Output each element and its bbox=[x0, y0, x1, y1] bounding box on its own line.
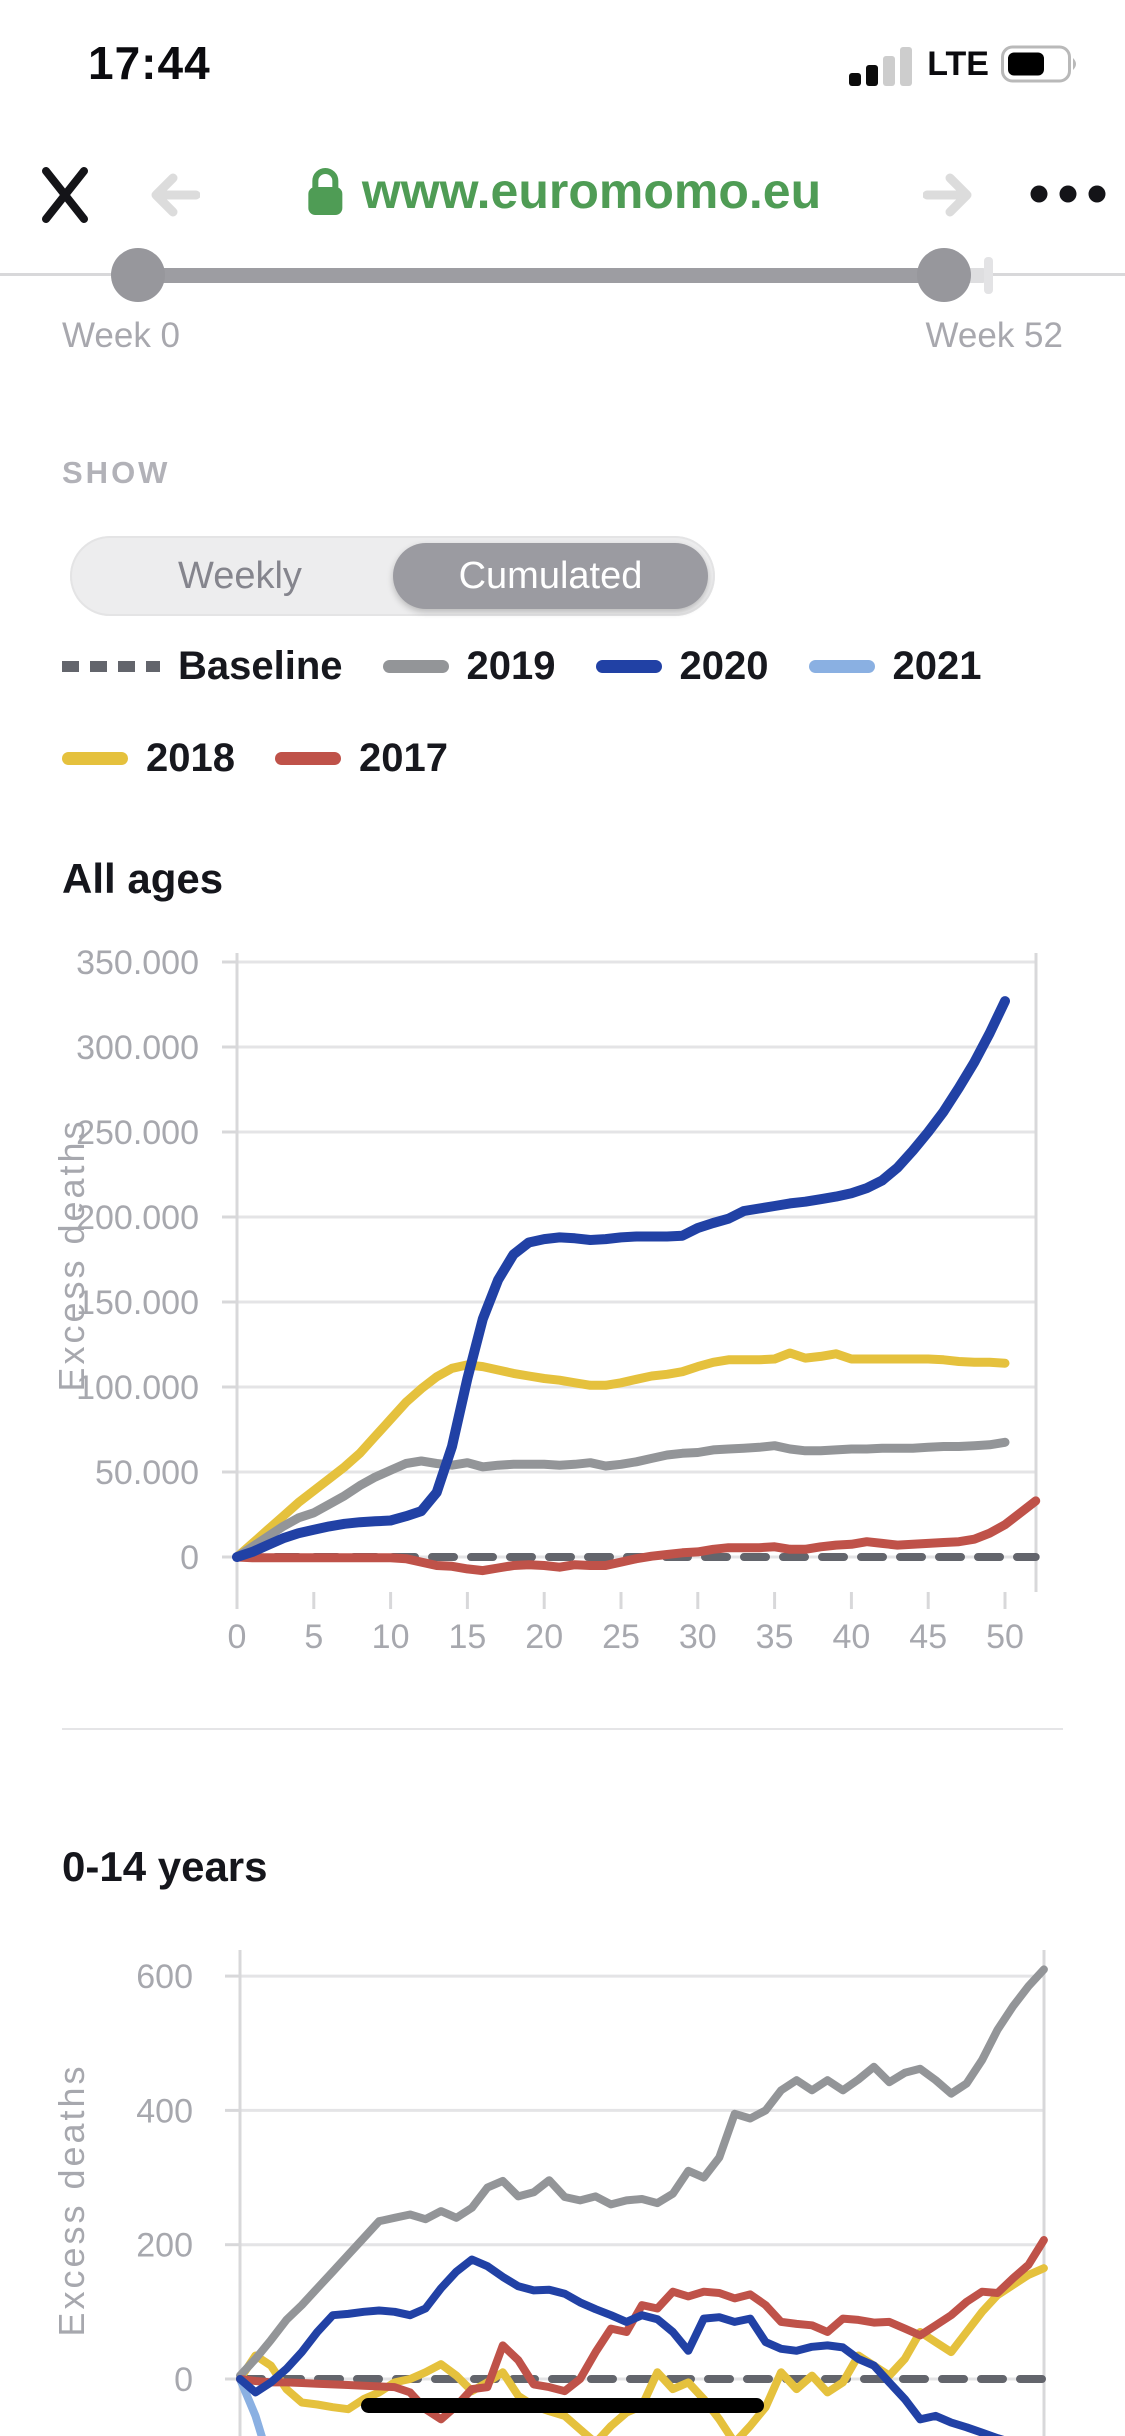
svg-text:25: 25 bbox=[602, 1618, 640, 1656]
back-button[interactable] bbox=[148, 170, 201, 225]
legend-row: Baseline 2019 2020 2021 bbox=[62, 641, 1067, 691]
lock-icon bbox=[307, 168, 342, 215]
battery-icon bbox=[1001, 45, 1076, 83]
slider-handle-start[interactable] bbox=[111, 248, 165, 302]
svg-text:5: 5 bbox=[304, 1618, 323, 1656]
toggle-option-weekly[interactable]: Weekly bbox=[178, 554, 302, 597]
close-button[interactable] bbox=[40, 166, 90, 229]
svg-text:15: 15 bbox=[448, 1618, 486, 1656]
legend-item-2017: 2017 bbox=[274, 735, 448, 781]
legend: Baseline 2019 2020 2021 2018 2017 bbox=[62, 641, 1067, 825]
legend-item-baseline: Baseline bbox=[62, 644, 343, 689]
slider-min-label: Week 0 bbox=[62, 316, 181, 355]
status-icons: LTE bbox=[849, 38, 1081, 90]
svg-text:30: 30 bbox=[679, 1618, 717, 1656]
legend-label: 2017 bbox=[358, 735, 448, 780]
chart-title-all-ages: All ages bbox=[62, 855, 224, 902]
svg-text:300.000: 300.000 bbox=[76, 1029, 199, 1067]
status-time: 17:44 bbox=[88, 37, 211, 89]
back-arrow-icon bbox=[151, 173, 201, 217]
forward-button[interactable] bbox=[922, 170, 975, 225]
signal-strength-icon bbox=[849, 47, 913, 86]
svg-text:600: 600 bbox=[136, 1958, 193, 1996]
svg-text:40: 40 bbox=[832, 1618, 870, 1656]
legend-label: 2019 bbox=[466, 643, 556, 688]
line-swatch bbox=[382, 659, 449, 673]
slider-handle-end[interactable] bbox=[917, 248, 971, 302]
svg-text:20: 20 bbox=[525, 1618, 563, 1656]
line-swatch bbox=[595, 659, 662, 673]
chart-0-14-years: 0 200 400 600 Excess deaths bbox=[51, 1950, 1048, 2436]
svg-text:10: 10 bbox=[372, 1618, 410, 1656]
svg-text:Excess deaths: Excess deaths bbox=[51, 1118, 92, 1391]
weekly-cumulated-toggle: Weekly Cumulated bbox=[70, 536, 715, 616]
svg-text:Excess deaths: Excess deaths bbox=[51, 2063, 92, 2336]
chart-title-0-14-years: 0-14 years bbox=[62, 1843, 268, 1890]
section-divider bbox=[62, 1728, 1063, 1730]
line-swatch bbox=[274, 751, 341, 765]
line-swatch bbox=[62, 751, 128, 765]
svg-text:50: 50 bbox=[986, 1618, 1024, 1656]
dashed-line-swatch bbox=[62, 660, 160, 672]
svg-text:50.000: 50.000 bbox=[95, 1454, 199, 1492]
svg-text:350.000: 350.000 bbox=[76, 944, 199, 982]
legend-label: 2021 bbox=[892, 643, 982, 688]
toggle-option-cumulated[interactable]: Cumulated bbox=[393, 543, 708, 609]
svg-text:0: 0 bbox=[174, 2361, 193, 2399]
network-type-label: LTE bbox=[927, 44, 989, 83]
more-menu-button[interactable] bbox=[1029, 184, 1107, 209]
line-swatch bbox=[808, 659, 875, 673]
legend-row: 2018 2017 bbox=[62, 733, 1067, 783]
svg-text:100.000: 100.000 bbox=[76, 1369, 199, 1407]
legend-label: Baseline bbox=[178, 643, 343, 688]
slider-track-end-mark bbox=[984, 257, 993, 294]
chart-all-ages: 0 50.000 100.000 150.000 200.000 250.000 300.0… bbox=[51, 944, 1041, 1656]
svg-text:45: 45 bbox=[909, 1618, 947, 1656]
svg-text:0: 0 bbox=[180, 1539, 199, 1577]
legend-label: 2018 bbox=[146, 735, 235, 780]
address-bar[interactable]: www.euromomo.eu bbox=[304, 162, 821, 220]
ellipsis-icon bbox=[1030, 185, 1106, 203]
svg-text:200.000: 200.000 bbox=[76, 1199, 199, 1237]
forward-arrow-icon bbox=[922, 173, 972, 217]
svg-text:250.000: 250.000 bbox=[76, 1114, 199, 1152]
url-text: www.euromomo.eu bbox=[361, 163, 822, 219]
close-icon bbox=[42, 167, 88, 223]
slider-track-active[interactable] bbox=[132, 268, 950, 283]
legend-item-2018: 2018 bbox=[62, 736, 235, 781]
svg-text:35: 35 bbox=[756, 1618, 794, 1656]
slider-max-label: Week 52 bbox=[925, 316, 1064, 355]
home-indicator[interactable] bbox=[361, 2398, 764, 2413]
legend-label: 2020 bbox=[679, 643, 769, 688]
legend-item-2020: 2020 bbox=[595, 643, 769, 689]
svg-text:200: 200 bbox=[136, 2227, 193, 2265]
svg-text:150.000: 150.000 bbox=[76, 1284, 199, 1322]
svg-text:400: 400 bbox=[136, 2092, 193, 2130]
legend-item-2019: 2019 bbox=[382, 643, 556, 689]
show-section-label: SHOW bbox=[62, 455, 171, 490]
legend-item-2021: 2021 bbox=[808, 643, 982, 689]
svg-text:0: 0 bbox=[228, 1618, 247, 1656]
